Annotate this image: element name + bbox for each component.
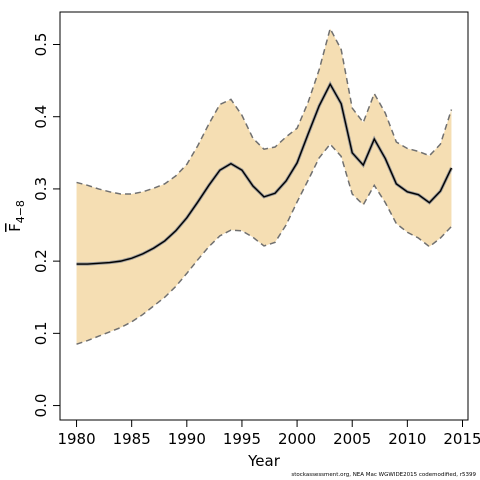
y-axis-title: F4−8 bbox=[6, 200, 27, 232]
estimate-line bbox=[76, 82, 453, 265]
y-tick-label: 0.0 bbox=[32, 394, 50, 418]
y-tick-label: 0.1 bbox=[32, 321, 50, 345]
x-tick-label: 1990 bbox=[168, 430, 206, 448]
x-tick-label: 1995 bbox=[223, 430, 261, 448]
x-tick-label: 2000 bbox=[278, 430, 316, 448]
upper-bound-line bbox=[76, 26, 453, 195]
x-tick-label: 1980 bbox=[57, 430, 95, 448]
x-tick-label: 2005 bbox=[333, 430, 371, 448]
x-tick-label: 2010 bbox=[388, 430, 426, 448]
y-tick-label: 0.3 bbox=[32, 177, 50, 201]
x-tick-label: 2015 bbox=[443, 430, 480, 448]
y-axis-title-subscript: 4−8 bbox=[14, 200, 27, 223]
x-axis-title: Year bbox=[247, 452, 281, 470]
footer-credit: stockassessment.org, NEA Mac WGWIDE2015 … bbox=[291, 472, 476, 478]
confidence-band bbox=[76, 28, 452, 345]
y-tick-label: 0.2 bbox=[32, 249, 50, 273]
x-tick-label: 1985 bbox=[113, 430, 151, 448]
y-tick-label: 0.4 bbox=[32, 105, 50, 129]
y-tick-label: 0.5 bbox=[32, 33, 50, 57]
y-axis: 0.0 0.1 0.2 0.3 0.4 0.5 bbox=[32, 33, 61, 418]
plot-area bbox=[76, 26, 453, 345]
svg-text:F4−8: F4−8 bbox=[6, 200, 27, 232]
y-axis-title-main: F bbox=[6, 223, 24, 232]
lower-bound-line bbox=[76, 142, 453, 345]
x-axis: 1980 1985 1990 1995 2000 2005 2010 2015 bbox=[57, 419, 480, 448]
